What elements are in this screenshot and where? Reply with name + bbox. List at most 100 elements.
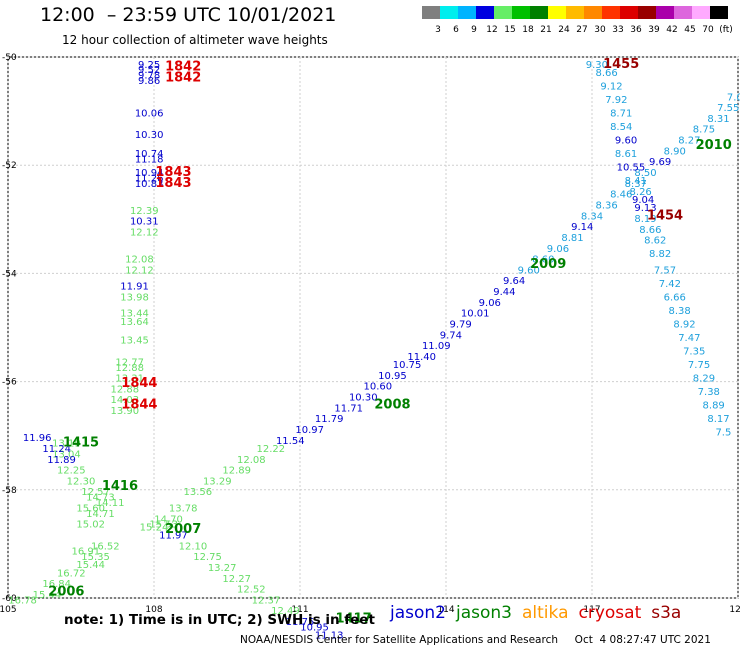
swh-value: 8.31 (707, 114, 729, 125)
swh-value: 12.57 (81, 487, 110, 498)
swh-value: 9.74 (440, 330, 462, 341)
swh-value: 11.71 (334, 403, 363, 414)
swh-value: 8.71 (610, 109, 632, 120)
pass-time-label: 1844 (121, 398, 157, 413)
swh-value: 12.27 (222, 574, 251, 585)
pass-time-label: 2008 (374, 398, 410, 413)
swh-value: 12.88 (110, 384, 139, 395)
swh-value: 15.35 (81, 552, 110, 563)
swh-value: 14.11 (96, 498, 125, 509)
swh-value: 12.25 (57, 466, 86, 477)
swh-value: 13.78 (169, 503, 198, 514)
swh-value: 12.10 (179, 541, 208, 552)
swh-value: 12.75 (193, 552, 222, 563)
swh-value: 15.60 (76, 503, 105, 514)
chart-subtitle: 12 hour collection of altimeter wave hei… (62, 33, 328, 47)
pass-time-label: 1844 (121, 376, 157, 391)
colorbar-swatch (638, 6, 656, 19)
swh-value: 9.86 (138, 76, 160, 87)
colorbar-swatch (656, 6, 674, 19)
swh-value: 12.52 (237, 585, 266, 596)
colorbar-swatch (674, 6, 692, 19)
pass-time-label: 1415 (63, 436, 99, 451)
swh-value: 12.77 (115, 357, 144, 368)
swh-value: 12.30 (67, 476, 96, 487)
swh-value: 13.31 (115, 374, 144, 385)
swh-value: 14.71 (86, 509, 115, 520)
pass-time-label: 1454 (647, 208, 683, 223)
chart-title: 12:00 – 23:59 UTC 10/01/2021 (40, 4, 337, 26)
y-tick-label: -50 (2, 53, 17, 63)
colorbar-label: 18 (522, 25, 534, 35)
swh-value: 10.83 (135, 179, 164, 190)
swh-value: 9.60 (518, 265, 540, 276)
legend-item-s3a: s3a (651, 603, 682, 623)
swh-value: 8.26 (630, 187, 652, 198)
swh-value: 12.08 (237, 455, 266, 466)
swh-value: 11.40 (407, 352, 436, 363)
y-tick-label: -56 (2, 378, 17, 388)
swh-value: 7.5 (715, 428, 731, 439)
swh-value: 12.88 (115, 363, 144, 374)
swh-value: 12.49 (271, 606, 300, 617)
swh-value: 8.61 (615, 149, 637, 160)
colorbar-label: 3 (435, 25, 441, 35)
swh-value: 16.91 (72, 547, 101, 558)
swh-value: 10.55 (617, 163, 646, 174)
swh-value: 13.90 (110, 406, 139, 417)
swh-value: 8.36 (595, 200, 617, 211)
colorbar-swatch (512, 6, 530, 19)
swh-value: 13.04 (52, 449, 81, 460)
swh-value: 13.64 (120, 317, 149, 328)
y-tick-label: -54 (2, 269, 17, 279)
colorbar-label: 6 (453, 25, 459, 35)
satellite-legend: jason2 jason3 altika cryosat s3a (390, 603, 691, 623)
swh-value: 14.70 (154, 514, 183, 525)
swh-value: 8.81 (561, 233, 583, 244)
colorbar-label: 27 (576, 25, 587, 35)
swh-value: 10.31 (130, 217, 159, 228)
pass-time-label: 1416 (102, 479, 138, 494)
legend-item-altika: altika (522, 603, 569, 623)
pass-time-label: 2009 (530, 257, 566, 272)
swh-value: 10.01 (461, 309, 490, 320)
pass-time-label: 1455 (603, 57, 639, 72)
swh-value: 11.13 (315, 631, 344, 642)
swh-value: 15.02 (76, 520, 105, 531)
colorbar-label: 15 (504, 25, 515, 35)
swh-value: 11.79 (315, 414, 344, 425)
swh-value: 9.04 (632, 195, 654, 206)
swh-value: 9.06 (547, 244, 569, 255)
swh-value: 9.44 (493, 287, 515, 298)
swh-value: 16.52 (91, 541, 120, 552)
swh-value: 15.24 (140, 522, 169, 533)
swh-value: 8.62 (644, 236, 666, 247)
swh-value: 10.75 (393, 360, 422, 371)
swh-value: 13.45 (120, 336, 149, 347)
colorbar-swatch (476, 6, 494, 19)
swh-value: 11.18 (135, 154, 164, 165)
swh-value: 10.95 (300, 622, 329, 633)
swh-value: 8.41 (625, 176, 647, 187)
colorbar-label: 9 (471, 25, 477, 35)
colorbar-label: 33 (612, 25, 623, 35)
colorbar-swatch (566, 6, 584, 19)
swh-value: 11.09 (422, 341, 451, 352)
swh-value: 8.27 (678, 136, 700, 147)
legend-item-cryosat: cryosat (578, 603, 642, 623)
colorbar-swatch (584, 6, 602, 19)
swh-value: 8.54 (610, 122, 632, 133)
pass-time-label: 2010 (696, 138, 732, 153)
swh-value: 11.91 (120, 282, 149, 293)
colorbar-label: 70 (702, 25, 714, 35)
swh-value: 9.25 (138, 60, 160, 71)
swh-value: 9.79 (449, 320, 471, 331)
x-tick-label: 120 (729, 605, 740, 615)
swh-value: 7.47 (678, 333, 700, 344)
swh-value: 8.29 (693, 374, 715, 385)
swh-value: 8.19 (634, 214, 656, 225)
colorbar-swatch (494, 6, 512, 19)
swh-value: 7.57 (654, 265, 676, 276)
colorbar-swatch (692, 6, 710, 19)
